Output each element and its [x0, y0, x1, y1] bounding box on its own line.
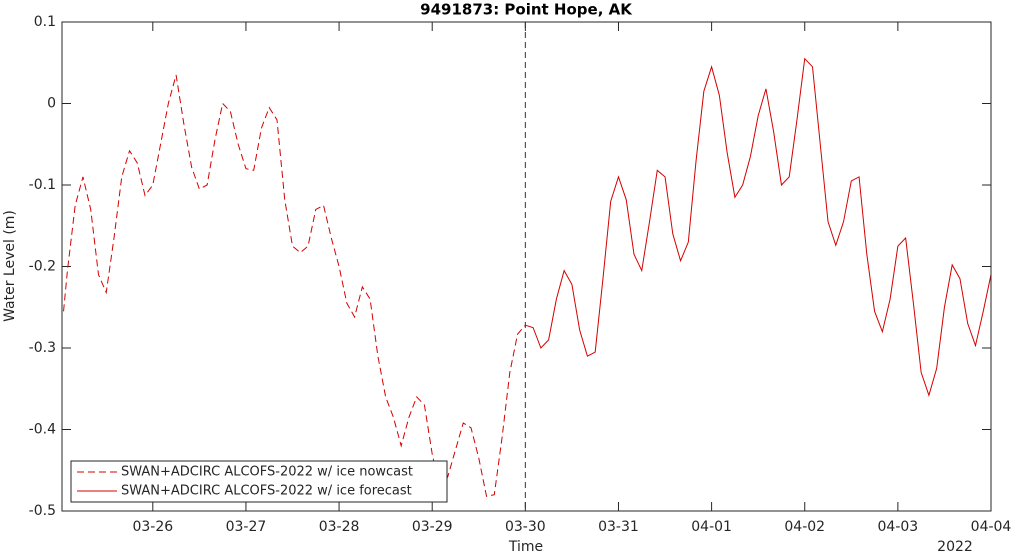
y-tick-label: -0.3: [29, 340, 56, 356]
y-tick-label: 0: [47, 96, 56, 112]
legend-label: SWAN+ADCIRC ALCOFS-2022 w/ ice nowcast: [121, 465, 413, 480]
x-tick-label: 03-28: [319, 519, 360, 535]
x-tick-label: 03-27: [226, 519, 267, 535]
y-axis-label: Water Level (m): [2, 210, 18, 322]
legend-box: [70, 460, 448, 503]
y-tick-label: 0.1: [34, 14, 56, 30]
x-tick-label: 03-29: [412, 519, 453, 535]
x-tick-label: 04-02: [784, 519, 825, 535]
x-axis-year: 2022: [937, 539, 973, 555]
data-line: [525, 57, 991, 397]
x-tick-label: 04-03: [878, 519, 919, 535]
y-tick-label: -0.1: [29, 177, 56, 193]
data-line: [63, 74, 526, 497]
plot-area: [62, 22, 991, 511]
chart-title: 9491873: Point Hope, AK: [420, 1, 633, 19]
x-tick-label: 03-30: [505, 519, 546, 535]
x-tick-label: 04-04: [971, 519, 1012, 535]
y-tick-label: -0.4: [29, 422, 56, 438]
x-tick-label: 03-26: [132, 519, 173, 535]
x-axis-label: Time: [508, 539, 543, 555]
axes-box: [61, 21, 992, 512]
x-tick-label: 04-01: [691, 519, 732, 535]
y-tick-label: -0.5: [29, 503, 56, 519]
legend-label: SWAN+ADCIRC ALCOFS-2022 w/ ice forecast: [121, 484, 412, 499]
y-tick-label: -0.2: [29, 259, 56, 275]
x-tick-label: 03-31: [598, 519, 639, 535]
